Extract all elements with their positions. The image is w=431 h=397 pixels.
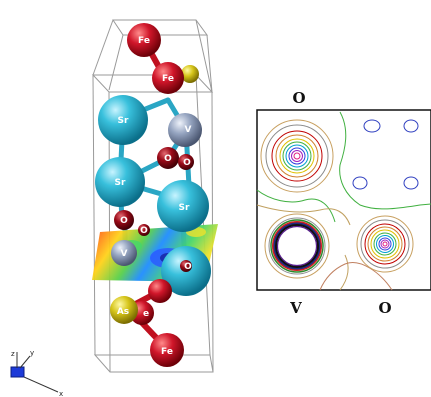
svg-text:Sr: Sr: [118, 116, 129, 126]
atom-sr-3: Sr: [157, 180, 209, 232]
contour-plot-frame: [256, 109, 431, 291]
svg-text:O: O: [164, 154, 172, 164]
axis-x-label: x: [59, 390, 63, 397]
atom-o-1: O: [157, 147, 179, 169]
svg-text:O: O: [183, 158, 191, 168]
atom-o-3: O: [114, 210, 134, 230]
atom-fe-bottom-2: Fe: [150, 333, 184, 367]
contour-o-top: [260, 119, 334, 193]
svg-text:e: e: [143, 309, 149, 319]
contour-label-bottom-o: O: [378, 299, 391, 317]
svg-text:Sr: Sr: [115, 178, 126, 188]
contour-plot: O V O: [256, 89, 431, 317]
atom-fe-mid: [148, 279, 172, 303]
svg-text:V: V: [121, 249, 128, 259]
svg-text:O: O: [120, 216, 128, 226]
svg-text:Fe: Fe: [138, 36, 150, 46]
svg-text:O: O: [140, 226, 148, 236]
atom-as-bottom: As: [110, 296, 138, 324]
atom-v-2: V: [111, 240, 137, 266]
axis-z-label: z: [11, 350, 15, 358]
svg-text:Fe: Fe: [161, 347, 173, 357]
atom-o-2: O: [178, 154, 194, 170]
atom-o-5: O: [180, 260, 192, 272]
svg-text:Fe: Fe: [162, 74, 174, 84]
svg-text:Sr: Sr: [179, 203, 190, 213]
axis-y-label: y: [30, 349, 34, 357]
atom-sr-1: Sr: [98, 95, 148, 145]
contour-v: [264, 213, 330, 279]
svg-text:O: O: [184, 262, 192, 272]
contour-minima: [352, 119, 419, 190]
atom-v-1: V: [168, 113, 202, 147]
atom-fe-top-1: Fe: [127, 23, 161, 57]
axis-triad: z y x: [10, 349, 63, 397]
svg-text:As: As: [117, 307, 129, 317]
svg-text:V: V: [185, 125, 192, 135]
atom-fe-top-2: Fe: [152, 62, 184, 94]
atom-as-top: [181, 65, 199, 83]
atom-sr-2: Sr: [95, 157, 145, 207]
contour-label-top-o: O: [292, 89, 305, 107]
atom-o-4: O: [138, 224, 150, 236]
contour-o-bottom: [356, 215, 414, 273]
contour-boundary: [339, 111, 431, 210]
contour-label-v: V: [289, 299, 302, 317]
